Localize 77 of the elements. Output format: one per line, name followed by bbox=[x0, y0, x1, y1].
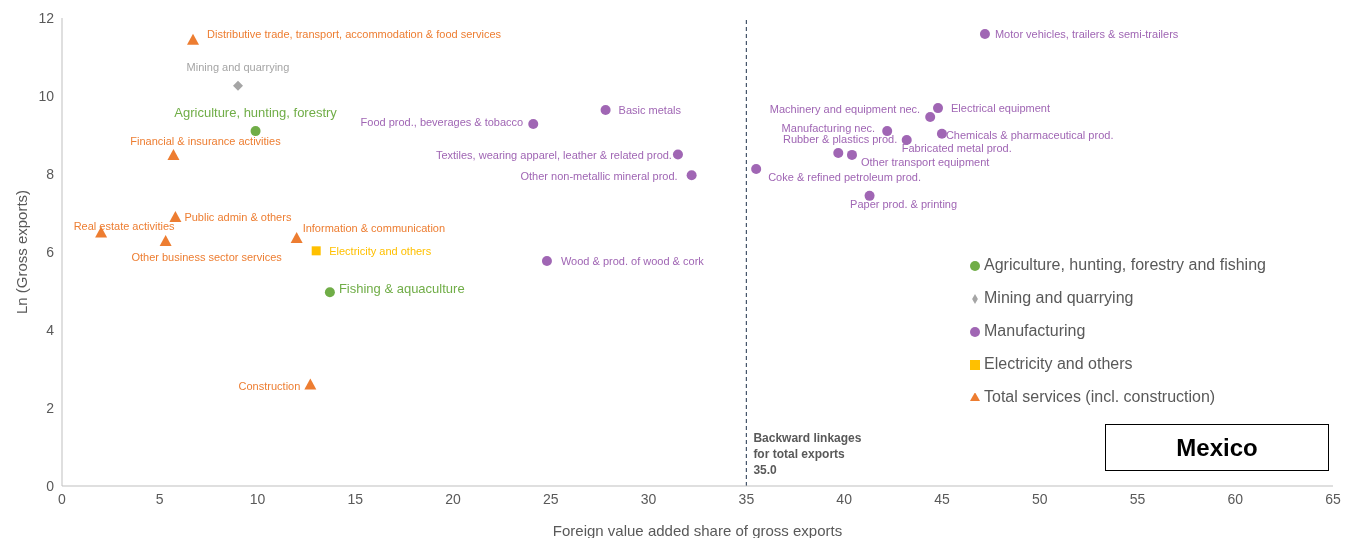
annotation: Mining and quarrying bbox=[186, 60, 290, 73]
y-axis-title: Ln (Gross exports) bbox=[13, 189, 31, 315]
annotation: Other non-metallic mineral prod. bbox=[520, 170, 678, 183]
annotation: Electrical equipment bbox=[951, 101, 1051, 114]
annotation: Electricity and others bbox=[329, 244, 432, 257]
y-tick-label: 0 bbox=[46, 477, 55, 494]
point bbox=[169, 210, 182, 222]
y-tick-label: 12 bbox=[38, 9, 55, 26]
annotation: Manufacturing nec. bbox=[781, 121, 876, 134]
point bbox=[846, 149, 857, 160]
annotation: Other transport equipment bbox=[860, 155, 990, 168]
point bbox=[672, 149, 683, 160]
x-tick-label: 50 bbox=[1031, 490, 1048, 507]
y-tick-label: 10 bbox=[38, 87, 55, 104]
point bbox=[250, 126, 261, 137]
annotation: Food prod., beverages & tobacco bbox=[360, 115, 524, 128]
point bbox=[751, 163, 762, 174]
point bbox=[686, 170, 697, 181]
annotation: Motor vehicles, trailers & semi-trailers bbox=[994, 27, 1179, 40]
annotation: Distributive trade, transport, accommodation & food services bbox=[207, 27, 502, 40]
x-tick-label: 15 bbox=[347, 490, 364, 507]
point bbox=[290, 231, 303, 243]
point bbox=[324, 287, 335, 298]
point bbox=[528, 119, 539, 130]
point bbox=[864, 190, 875, 201]
x-tick-label: 65 bbox=[1325, 490, 1341, 507]
annotation: Information & communication bbox=[302, 221, 446, 234]
x-tick-label: 25 bbox=[543, 490, 559, 507]
annotation: Construction bbox=[238, 380, 301, 393]
annotation: Wood & prod. of wood & cork bbox=[560, 254, 705, 267]
x-tick-label: 40 bbox=[836, 490, 853, 507]
annotation: Fabricated metal prod. bbox=[901, 141, 1012, 154]
x-tick-label: 60 bbox=[1227, 490, 1244, 507]
annotation: Fishing & aquaculture bbox=[338, 280, 465, 296]
point bbox=[979, 28, 990, 39]
annotation: Paper prod. & printing bbox=[850, 197, 958, 210]
annotation: Real estate activities bbox=[73, 220, 176, 233]
y-tick-label: 6 bbox=[46, 243, 55, 260]
x-tick-label: 30 bbox=[640, 490, 657, 507]
annotation: Other business sector services bbox=[131, 250, 283, 263]
point bbox=[232, 80, 243, 91]
annotation: Agriculture, hunting, forestry bbox=[174, 104, 338, 120]
label-box: Mexico bbox=[1105, 424, 1329, 471]
point bbox=[304, 378, 317, 390]
point bbox=[167, 148, 180, 160]
annotation: Financial & insurance activities bbox=[130, 134, 282, 147]
point bbox=[541, 255, 552, 266]
annotation: Chemicals & pharmaceutical prod. bbox=[945, 128, 1114, 141]
x-tick-label: 0 bbox=[58, 490, 67, 507]
legend-label: Electricity and others bbox=[984, 355, 1133, 372]
point bbox=[933, 103, 944, 114]
annotation: Basic metals bbox=[618, 103, 682, 116]
y-tick-label: 2 bbox=[46, 399, 55, 416]
legend-label: Agriculture, hunting, forestry and fishing bbox=[984, 256, 1266, 273]
ref-line-label: Backward linkages for total exports 35.0 bbox=[753, 431, 862, 477]
point bbox=[311, 246, 321, 256]
y-tick-label: 8 bbox=[46, 165, 55, 182]
annotation: Machinery and equipment nec. bbox=[769, 102, 921, 115]
x-tick-label: 20 bbox=[445, 490, 462, 507]
annotation: Coke & refined petroleum prod. bbox=[768, 170, 922, 183]
x-tick-label: 55 bbox=[1129, 490, 1146, 507]
legend-label: Total services (incl. construction) bbox=[984, 388, 1216, 405]
point bbox=[159, 235, 172, 247]
x-tick-label: 35 bbox=[738, 490, 755, 507]
annotation: Public admin & others bbox=[184, 210, 292, 223]
point bbox=[833, 147, 844, 158]
annotation: Textiles, wearing apparel, leather & related prod. bbox=[435, 149, 672, 162]
x-tick-label: 45 bbox=[934, 490, 950, 507]
point bbox=[187, 33, 200, 45]
point bbox=[925, 112, 936, 123]
legend-label: Mining and quarrying bbox=[984, 289, 1134, 306]
y-tick-label: 4 bbox=[46, 321, 55, 338]
point bbox=[600, 105, 611, 116]
x-tick-label: 5 bbox=[155, 490, 164, 507]
x-tick-label: 10 bbox=[249, 490, 266, 507]
point bbox=[936, 128, 947, 139]
legend-label: Manufacturing bbox=[984, 322, 1086, 339]
